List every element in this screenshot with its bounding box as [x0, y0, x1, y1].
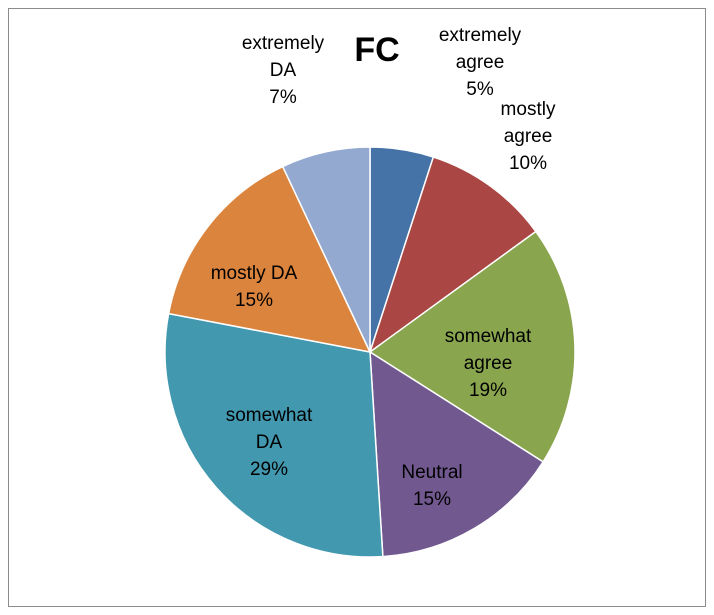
pie-labels: extremely agree 5% mostly agree 10% somewhat ag…	[211, 25, 556, 510]
data-label-line: 29%	[250, 459, 288, 480]
pie-chart: extremely agree 5% mostly agree 10% somewhat ag…	[164, 25, 576, 558]
chart-frame: extremely agree 5% mostly agree 10% somewhat ag…	[8, 8, 706, 607]
data-label-line: 5%	[466, 79, 494, 100]
data-label-mostly-da: mostly DA 15%	[211, 263, 298, 311]
data-label-line: 10%	[509, 153, 547, 174]
data-label-line: mostly	[501, 99, 556, 120]
data-label-line: 15%	[413, 489, 451, 510]
pie-slice-neutral	[369, 350, 545, 558]
data-label-somewhat-da: somewhat DA 29%	[226, 405, 313, 480]
pie-slice-somewhat-agree	[368, 230, 576, 463]
data-label-line: agree	[456, 52, 505, 73]
data-label-line: somewhat	[445, 326, 532, 347]
data-label-line: DA	[256, 432, 283, 453]
pie-slice-somewhat-da	[164, 312, 384, 558]
pie-slice-mostly-da	[167, 165, 372, 354]
pie-slice-extremely-da	[281, 146, 371, 353]
data-label-line: 19%	[469, 380, 507, 401]
chart-title: FC	[354, 31, 399, 69]
data-label-line: Neutral	[401, 462, 462, 483]
data-label-line: extremely	[439, 25, 522, 46]
data-label-somewhat-agree: somewhat agree 19%	[445, 326, 532, 401]
data-label-line: DA	[270, 60, 297, 81]
data-label-line: extremely	[242, 33, 325, 54]
data-label-extremely-da: extremely DA 7%	[242, 33, 325, 108]
data-label-mostly-agree: mostly agree 10%	[501, 99, 556, 174]
data-label-neutral: Neutral 15%	[401, 462, 462, 510]
data-label-line: agree	[464, 353, 513, 374]
pie-slices	[164, 146, 576, 558]
data-label-line: mostly DA	[211, 263, 298, 284]
data-label-line: 7%	[269, 87, 297, 108]
data-label-line: somewhat	[226, 405, 313, 426]
pie-slice-mostly-agree	[368, 156, 537, 354]
data-label-line: agree	[504, 126, 553, 147]
data-label-extremely-agree: extremely agree 5%	[439, 25, 522, 100]
data-label-line: 15%	[235, 290, 273, 311]
